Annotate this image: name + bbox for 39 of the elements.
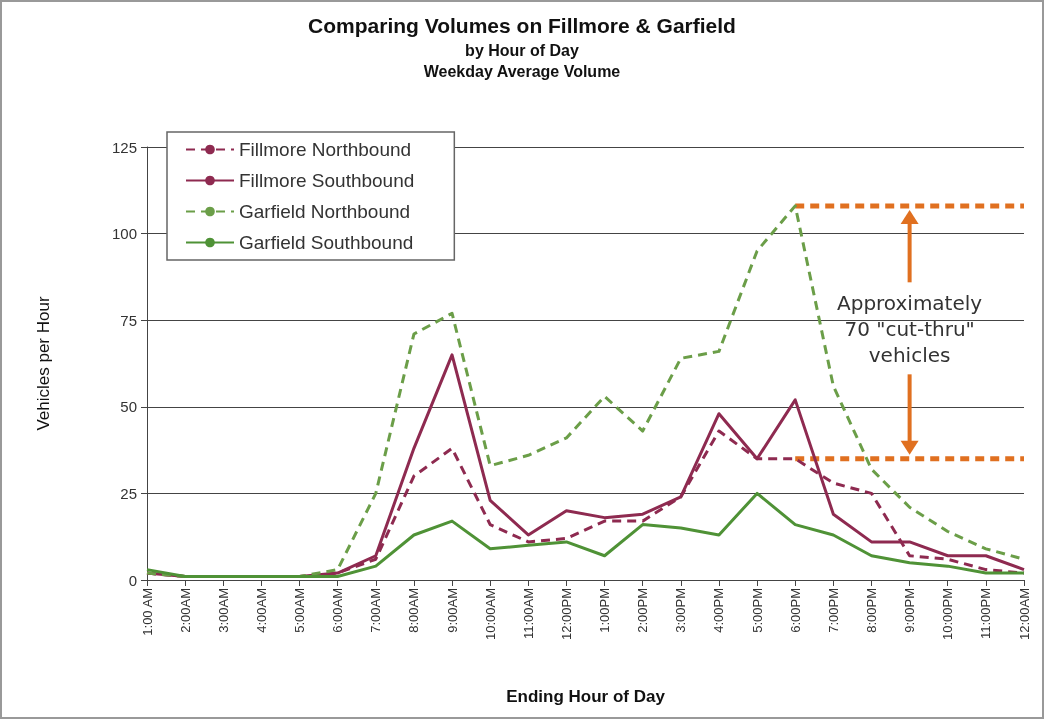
x-tick-label: 2:00AM — [177, 588, 193, 633]
chart-subtitle: by Hour of Day Weekday Average Volume — [423, 42, 621, 80]
x-tick-label: 12:00PM — [558, 588, 574, 641]
x-tick-label: 11:00AM — [520, 588, 536, 640]
x-tick-label: 2:00PM — [635, 588, 651, 633]
x-tick-label: 10:00AM — [482, 588, 498, 641]
x-tick-label: 4:00AM — [253, 588, 269, 633]
y-tick-label: 50 — [120, 398, 137, 416]
y-tick-label: 125 — [111, 138, 137, 156]
x-tick-label: 9:00AM — [444, 588, 460, 633]
x-tick-label: 6:00PM — [787, 588, 803, 633]
annotation: Approximately 70 "cut-thru" vehicles — [836, 290, 984, 369]
x-tick-label: 4:00PM — [711, 588, 727, 633]
y-tick-label: 100 — [111, 225, 137, 243]
legend-label: Fillmore Southbound — [239, 170, 415, 191]
x-tick-label: 7:00AM — [368, 588, 384, 633]
legend-label: Garfield Northbound — [239, 201, 411, 222]
y-tick-label: 0 — [128, 571, 137, 589]
x-axis-title: Ending Hour of Day — [506, 687, 666, 706]
x-tick-label: 7:00PM — [825, 588, 841, 633]
x-tick-label: 10:00PM — [940, 588, 956, 641]
x-tick-label: 9:00PM — [902, 588, 918, 633]
y-tick-label: 75 — [120, 311, 137, 329]
x-tick-label: 3:00PM — [673, 588, 689, 633]
x-tick-label: 1:00 AM — [139, 588, 155, 636]
legend-label: Fillmore Northbound — [239, 139, 412, 160]
legend-label: Garfield Southbound — [239, 232, 414, 253]
chart-title: Comparing Volumes on Fillmore & Garfield — [308, 14, 736, 37]
x-tick-label: 12:00AM — [1016, 588, 1032, 641]
x-tick-label: 5:00PM — [749, 588, 765, 633]
x-tick-label: 6:00AM — [330, 588, 346, 633]
x-tick-label: 8:00PM — [863, 588, 879, 633]
y-tick-label: 25 — [120, 484, 137, 502]
x-tick-label: 3:00AM — [215, 588, 231, 633]
x-tick-label: 5:00AM — [292, 588, 308, 633]
x-tick-label: 11:00PM — [978, 588, 994, 640]
x-tick-label: 8:00AM — [406, 588, 422, 633]
x-tick-label: 1:00PM — [597, 588, 613, 633]
y-axis-title: Vehicles per Hour — [34, 296, 53, 431]
